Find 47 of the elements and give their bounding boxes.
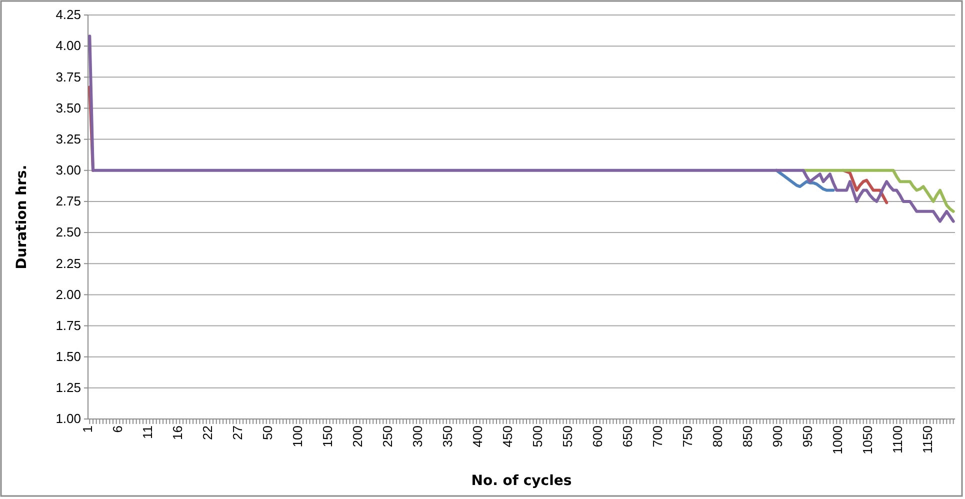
- x-axis-title: No. of cycles: [471, 473, 572, 489]
- x-tick-label: 1050: [860, 426, 876, 454]
- x-tick-label: 800: [710, 426, 726, 448]
- x-tick-label: 1150: [920, 426, 936, 454]
- y-tick-label: 2.75: [56, 194, 81, 209]
- x-tick-label: 27: [230, 426, 245, 440]
- x-tick-label: 650: [620, 426, 636, 448]
- x-tick-label: 16: [170, 426, 185, 440]
- x-tick-label: 6: [110, 426, 125, 433]
- x-tick-label: 1: [80, 426, 95, 433]
- x-tick-label: 300: [410, 426, 425, 448]
- x-tick-label: 750: [680, 426, 696, 448]
- x-tick-label: 850: [740, 426, 756, 448]
- x-tick-label: 500: [530, 426, 545, 448]
- y-axis-title: Duration hrs.: [14, 164, 30, 270]
- x-tick-label: 200: [350, 426, 365, 448]
- y-tick-label: 1.50: [56, 349, 81, 364]
- y-tick-label: 3.75: [56, 69, 81, 84]
- y-tick-label: 4.00: [56, 38, 81, 54]
- x-tick-label: 450: [500, 426, 515, 448]
- y-tick-label: 3.25: [56, 131, 81, 146]
- x-tick-label: 250: [380, 426, 395, 448]
- x-tick-label: 600: [590, 426, 606, 448]
- y-tick-label: 2.00: [56, 286, 81, 302]
- x-tick-label: 900: [770, 426, 786, 448]
- y-tick-label: 2.25: [56, 256, 81, 271]
- y-tick-label: 2.50: [56, 224, 81, 240]
- x-tick-label: 400: [470, 426, 485, 448]
- line-series: [802, 168, 955, 213]
- x-tick-label: 1100: [890, 426, 906, 454]
- x-tick-label: 1000: [830, 426, 846, 454]
- y-tick-label: 1.00: [56, 411, 81, 426]
- x-tick-label: 100: [290, 426, 305, 448]
- y-tick-label: 3.00: [56, 162, 81, 178]
- x-tick-label: 350: [440, 426, 455, 448]
- x-tick-label: 550: [560, 426, 575, 448]
- y-tick-label: 3.50: [56, 100, 81, 116]
- x-tick-label: 11: [140, 426, 155, 439]
- y-tick-label: 4.25: [56, 7, 81, 22]
- y-tick-label: 1.75: [56, 318, 81, 333]
- line-series: [88, 34, 955, 223]
- x-tick-label: 50: [260, 426, 275, 440]
- y-tick-label: 1.25: [56, 380, 81, 396]
- x-tick-label: 700: [650, 426, 666, 448]
- x-tick-label: 22: [200, 426, 215, 440]
- x-tick-label: 950: [800, 426, 816, 448]
- x-tick-label: 150: [320, 426, 335, 448]
